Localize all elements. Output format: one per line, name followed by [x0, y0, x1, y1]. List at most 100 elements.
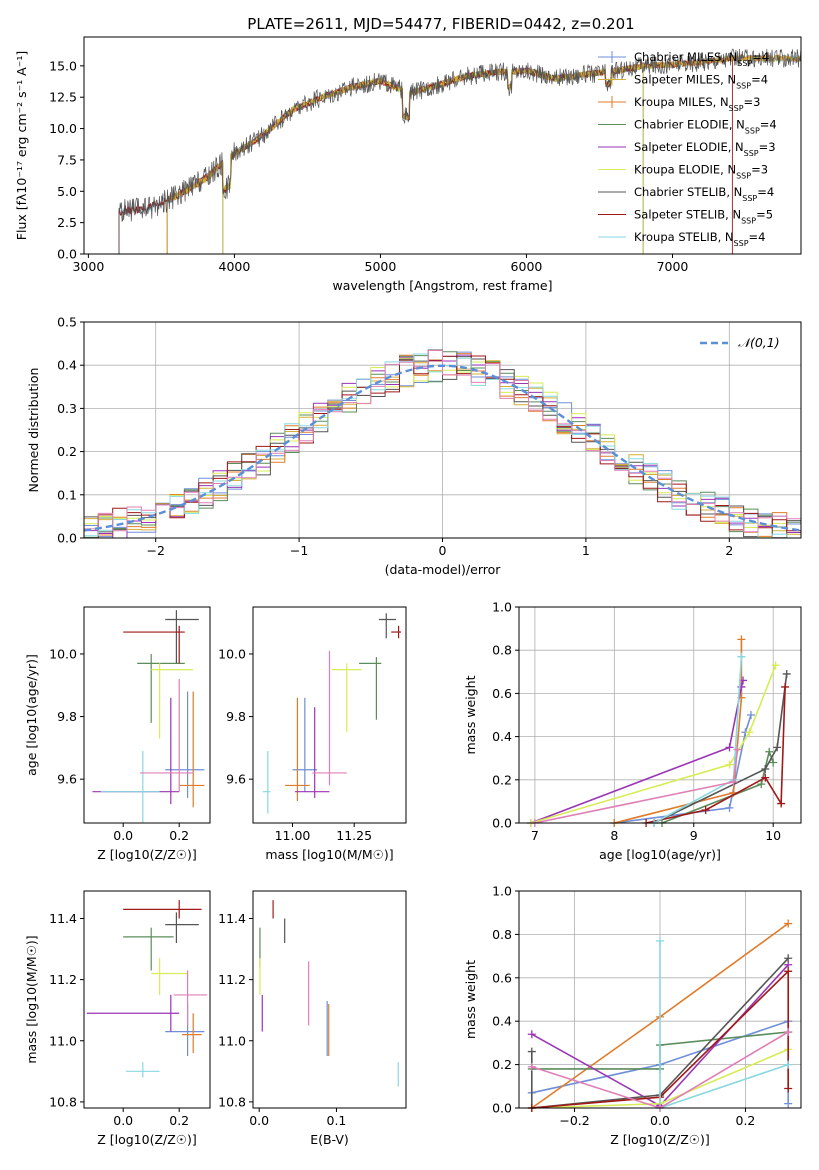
x-tick-label: 0	[439, 543, 447, 558]
x-tick-label: 11.00	[275, 828, 311, 843]
y-tick-label: 0.3	[57, 401, 77, 416]
y-tick-label: 1.0	[492, 600, 512, 615]
y-tick-label: 10.0	[49, 121, 77, 136]
x-tick-label: 1	[582, 543, 590, 558]
x-tick-label: −2	[146, 543, 164, 558]
weight-point	[784, 954, 793, 963]
y-tick-label: 10.0	[49, 646, 77, 661]
x-tick-label: 0.0	[249, 1113, 269, 1128]
x-axis-label: E(B-V)	[310, 1132, 349, 1147]
weight-point	[757, 780, 766, 789]
weight-point	[782, 669, 791, 678]
y-tick-label: 0.2	[57, 444, 77, 459]
weight-point	[527, 1030, 536, 1039]
y-tick-label: 10.0	[218, 646, 246, 661]
y-tick-label: 0.2	[492, 1057, 512, 1072]
weight-line	[530, 665, 777, 824]
x-tick-label: −0.2	[559, 1113, 589, 1128]
y-tick-label: 11.0	[218, 1033, 246, 1048]
weight-point	[737, 652, 746, 661]
legend-label: Kroupa STELIB, NSSP=4	[634, 230, 765, 248]
legend-label: Salpeter STELIB, NSSP=5	[634, 208, 773, 226]
y-tick-label: 11.0	[49, 1033, 77, 1048]
legend-label: Kroupa MILES, NSSP=3	[634, 95, 760, 113]
x-tick-label: 0.0	[113, 828, 133, 843]
y-tick-label: 11.4	[218, 911, 246, 926]
age_mass-frame	[252, 606, 407, 824]
x-axis-label: Z [log10(Z/Z☉)]	[97, 1132, 197, 1147]
x-tick-label: 0.0	[650, 1113, 670, 1128]
y-tick-label: 10.8	[218, 1094, 246, 1109]
normal-curve	[84, 364, 801, 532]
x-axis-label: age [log10(age/yr)]	[599, 847, 721, 862]
weight-line	[534, 749, 739, 824]
weight-line	[659, 940, 789, 1110]
mass_Z-frame	[83, 890, 211, 1109]
weight-point	[784, 967, 793, 976]
weight-point	[781, 682, 790, 691]
weight-point	[771, 661, 780, 670]
y-tick-label: 0.0	[57, 247, 77, 262]
x-tick-label: 2	[725, 543, 733, 558]
weight-line	[530, 957, 789, 1109]
y-tick-label: 0.4	[492, 729, 512, 744]
weight-line	[614, 639, 743, 824]
x-axis-label: wavelength [Angstrom, rest frame]	[332, 278, 552, 293]
x-tick-label: 0.2	[169, 828, 189, 843]
y-tick-label: 9.6	[57, 772, 77, 787]
weight-point	[701, 806, 710, 815]
weight-line	[530, 680, 744, 824]
x-axis-label: mass [log10(M/M☉)]	[265, 847, 393, 862]
legend-label: Chabrier STELIB, NSSP=4	[634, 185, 774, 203]
y-tick-label: 0.2	[492, 772, 512, 787]
y-tick-label: 0.8	[492, 643, 512, 658]
y-tick-label: 0.8	[492, 927, 512, 942]
weight-point	[784, 1084, 793, 1093]
weights_age-frame	[518, 606, 802, 824]
y-tick-label: 12.5	[49, 90, 77, 105]
y-tick-label: 1.0	[492, 884, 512, 899]
y-tick-label: 0.0	[492, 816, 512, 831]
x-tick-label: 8	[610, 828, 618, 843]
x-axis-label: (data-model)/error	[385, 562, 502, 577]
weight-point	[745, 728, 754, 737]
histograms	[84, 349, 801, 538]
y-tick-label: 0.0	[57, 531, 77, 546]
y-axis-label: mass weight	[463, 675, 478, 754]
legend-label: Salpeter ELODIE, NSSP=3	[634, 140, 776, 158]
x-tick-label: 0.2	[169, 1113, 189, 1128]
y-tick-label: 9.8	[57, 709, 77, 724]
mass_ebv-frame	[252, 890, 407, 1109]
weight-point	[784, 919, 793, 928]
x-tick-label: 3000	[72, 259, 104, 274]
legend-label: Chabrier MILES, NSSP=4	[634, 50, 769, 68]
x-tick-label: 0.2	[736, 1113, 756, 1128]
y-axis-label: mass [log10(M/M☉)]	[24, 935, 39, 1063]
weight-point	[769, 758, 778, 767]
histogram-step	[84, 350, 801, 538]
weight-point	[761, 773, 770, 782]
legend-label: Chabrier ELODIE, NSSP=4	[634, 118, 777, 136]
weight-point	[656, 936, 664, 945]
weight-line	[661, 748, 774, 824]
y-tick-label: 5.0	[57, 184, 77, 199]
y-tick-label: 0.1	[57, 487, 77, 502]
x-tick-label: 7	[531, 828, 539, 843]
legend-label: Salpeter MILES, NSSP=4	[634, 73, 768, 91]
spectrum-frame	[83, 36, 802, 255]
spectrum-lines	[118, 48, 801, 254]
y-axis-label: mass weight	[463, 960, 478, 1039]
y-tick-label: 0.0	[492, 1101, 512, 1116]
y-tick-label: 11.2	[218, 972, 246, 987]
weight-point	[527, 1062, 536, 1071]
weight-point	[784, 1099, 793, 1108]
weight-point	[729, 777, 738, 786]
y-tick-label: 9.8	[226, 709, 246, 724]
y-tick-label: 0.4	[57, 358, 77, 373]
x-tick-label: 6000	[511, 259, 543, 274]
y-tick-label: 0.4	[492, 1014, 512, 1029]
x-tick-label: 0.0	[113, 1113, 133, 1128]
weight-point	[777, 799, 786, 808]
x-tick-label: −1	[290, 543, 308, 558]
